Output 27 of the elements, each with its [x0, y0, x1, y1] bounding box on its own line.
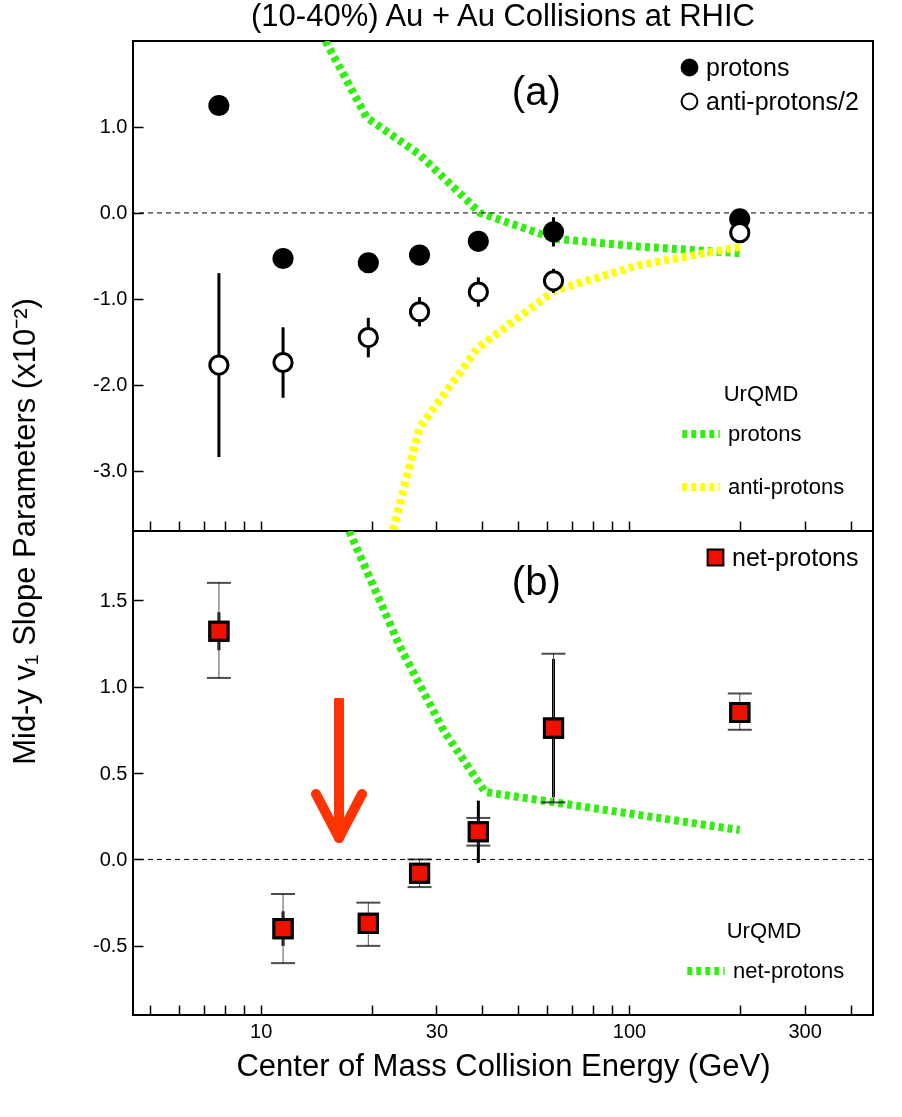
- legend-label: net-protons: [733, 958, 845, 983]
- annotation: (b): [511, 559, 561, 603]
- legend-title: UrQMD: [726, 918, 802, 943]
- legend-label: protons: [706, 52, 790, 81]
- annotation: (a): [511, 69, 561, 113]
- y-tick-label: 1.0: [99, 675, 128, 698]
- y-tick-label: 0.5: [99, 761, 128, 784]
- x-tick-label: 100: [612, 1019, 647, 1042]
- x-tick-label: 300: [788, 1019, 822, 1042]
- y-tick-label: 1.0: [99, 115, 128, 138]
- legend-label: anti-protons: [728, 474, 845, 499]
- y-tick-label: 1.5: [99, 588, 128, 611]
- chart-title: (10-40%) Au + Au Collisions at RHIC: [251, 0, 755, 33]
- x-axis-title: Center of Mass Collision Energy (GeV): [236, 1047, 771, 1083]
- y-tick-label: -2.0: [93, 373, 128, 396]
- y-tick-label: 0.0: [99, 847, 128, 870]
- y-tick-label: -3.0: [93, 459, 128, 482]
- legend-label: protons: [728, 421, 802, 446]
- legend-title: UrQMD: [723, 381, 799, 406]
- x-tick-label: 10: [250, 1019, 273, 1042]
- legend-label: anti-protons/2: [706, 86, 859, 115]
- y-axis-title: Mid-y v₁ Slope Parameters (x10⁻²): [6, 298, 42, 765]
- legend-label: net-protons: [732, 542, 859, 571]
- y-tick-label: 0.0: [99, 201, 128, 224]
- x-tick-label: 30: [425, 1019, 449, 1042]
- y-tick-label: -0.5: [93, 934, 128, 957]
- y-tick-label: -1.0: [93, 287, 128, 310]
